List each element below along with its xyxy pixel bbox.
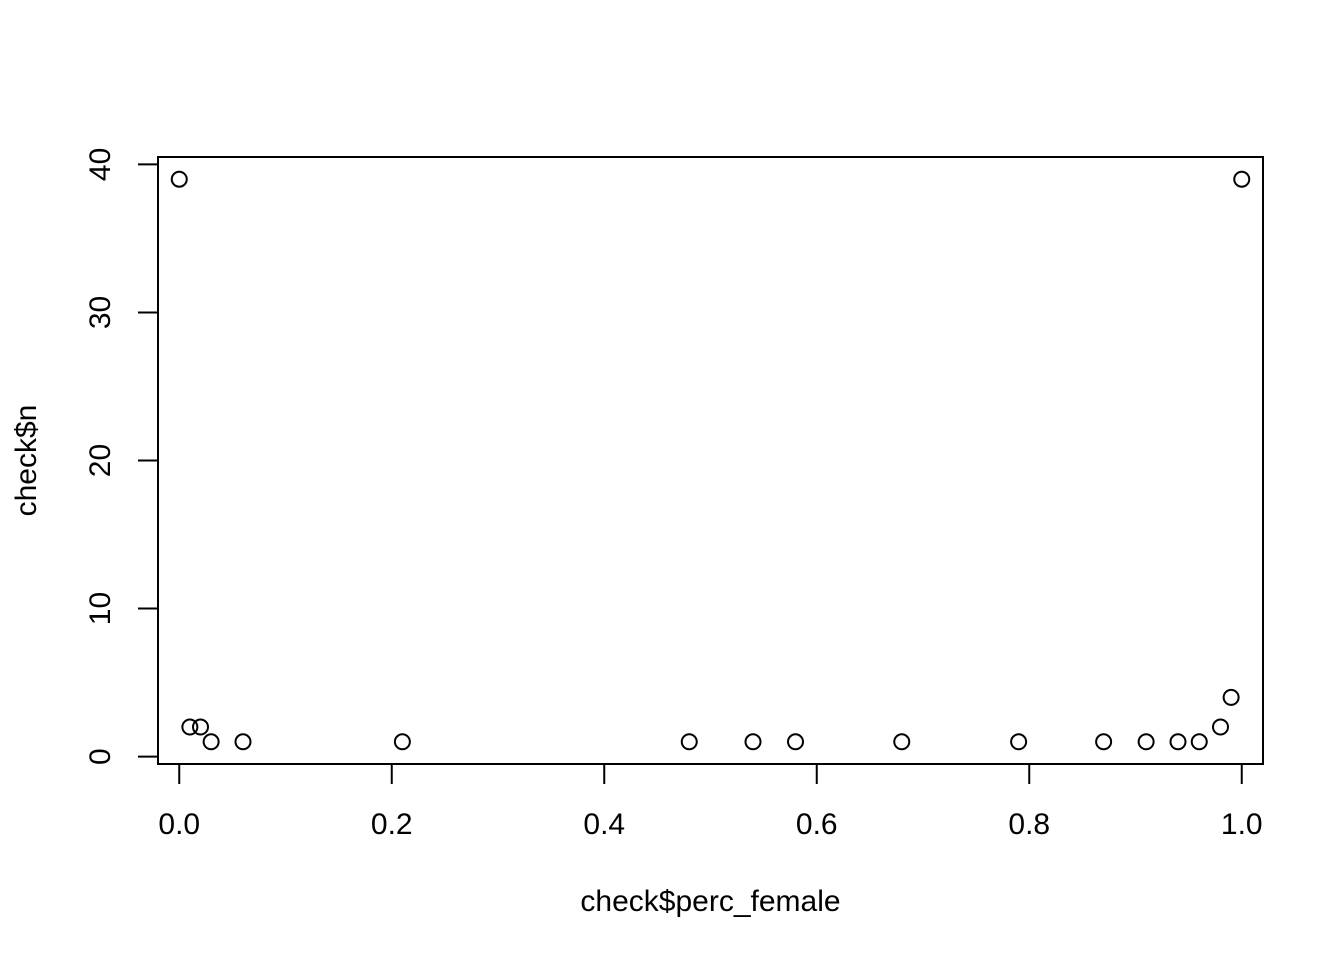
data-point (181, 718, 199, 736)
y-axis: 0 10 20 30 40 (84, 148, 159, 765)
data-point (1212, 718, 1229, 736)
x-tick-label: 0.6 (796, 808, 838, 841)
data-point (393, 733, 411, 751)
y-tick-label: 30 (84, 296, 117, 329)
data-point (192, 718, 209, 736)
data-point (787, 733, 804, 751)
data-point (1169, 733, 1187, 751)
y-tick-label: 10 (84, 592, 117, 625)
data-point (1010, 733, 1028, 751)
x-axis: 0.0 0.2 0.4 0.6 0.8 1.0 (158, 763, 1263, 841)
x-axis-title: check$perc_female (580, 885, 840, 918)
data-point (1190, 733, 1208, 751)
x-tick-label: 1.0 (1221, 808, 1263, 841)
y-tick-label: 20 (84, 444, 117, 477)
data-point (1137, 733, 1155, 751)
y-axis-title: check$n (10, 405, 43, 517)
data-point (234, 733, 252, 751)
data-point (680, 733, 698, 751)
x-tick-label: 0.8 (1008, 808, 1050, 841)
plot-area-frame (157, 156, 1264, 765)
data-point (170, 170, 188, 188)
x-tick-label: 0.2 (371, 808, 413, 841)
data-point (893, 733, 911, 751)
x-tick-label: 0.0 (158, 808, 200, 841)
data-point (1233, 170, 1251, 188)
data-point (1095, 733, 1113, 751)
y-tick-label: 0 (84, 748, 117, 765)
data-point (202, 733, 220, 751)
x-tick-label: 0.4 (583, 808, 625, 841)
data-points (170, 170, 1251, 751)
data-point (744, 733, 762, 751)
data-point (1222, 688, 1240, 706)
y-tick-label: 40 (84, 148, 117, 181)
